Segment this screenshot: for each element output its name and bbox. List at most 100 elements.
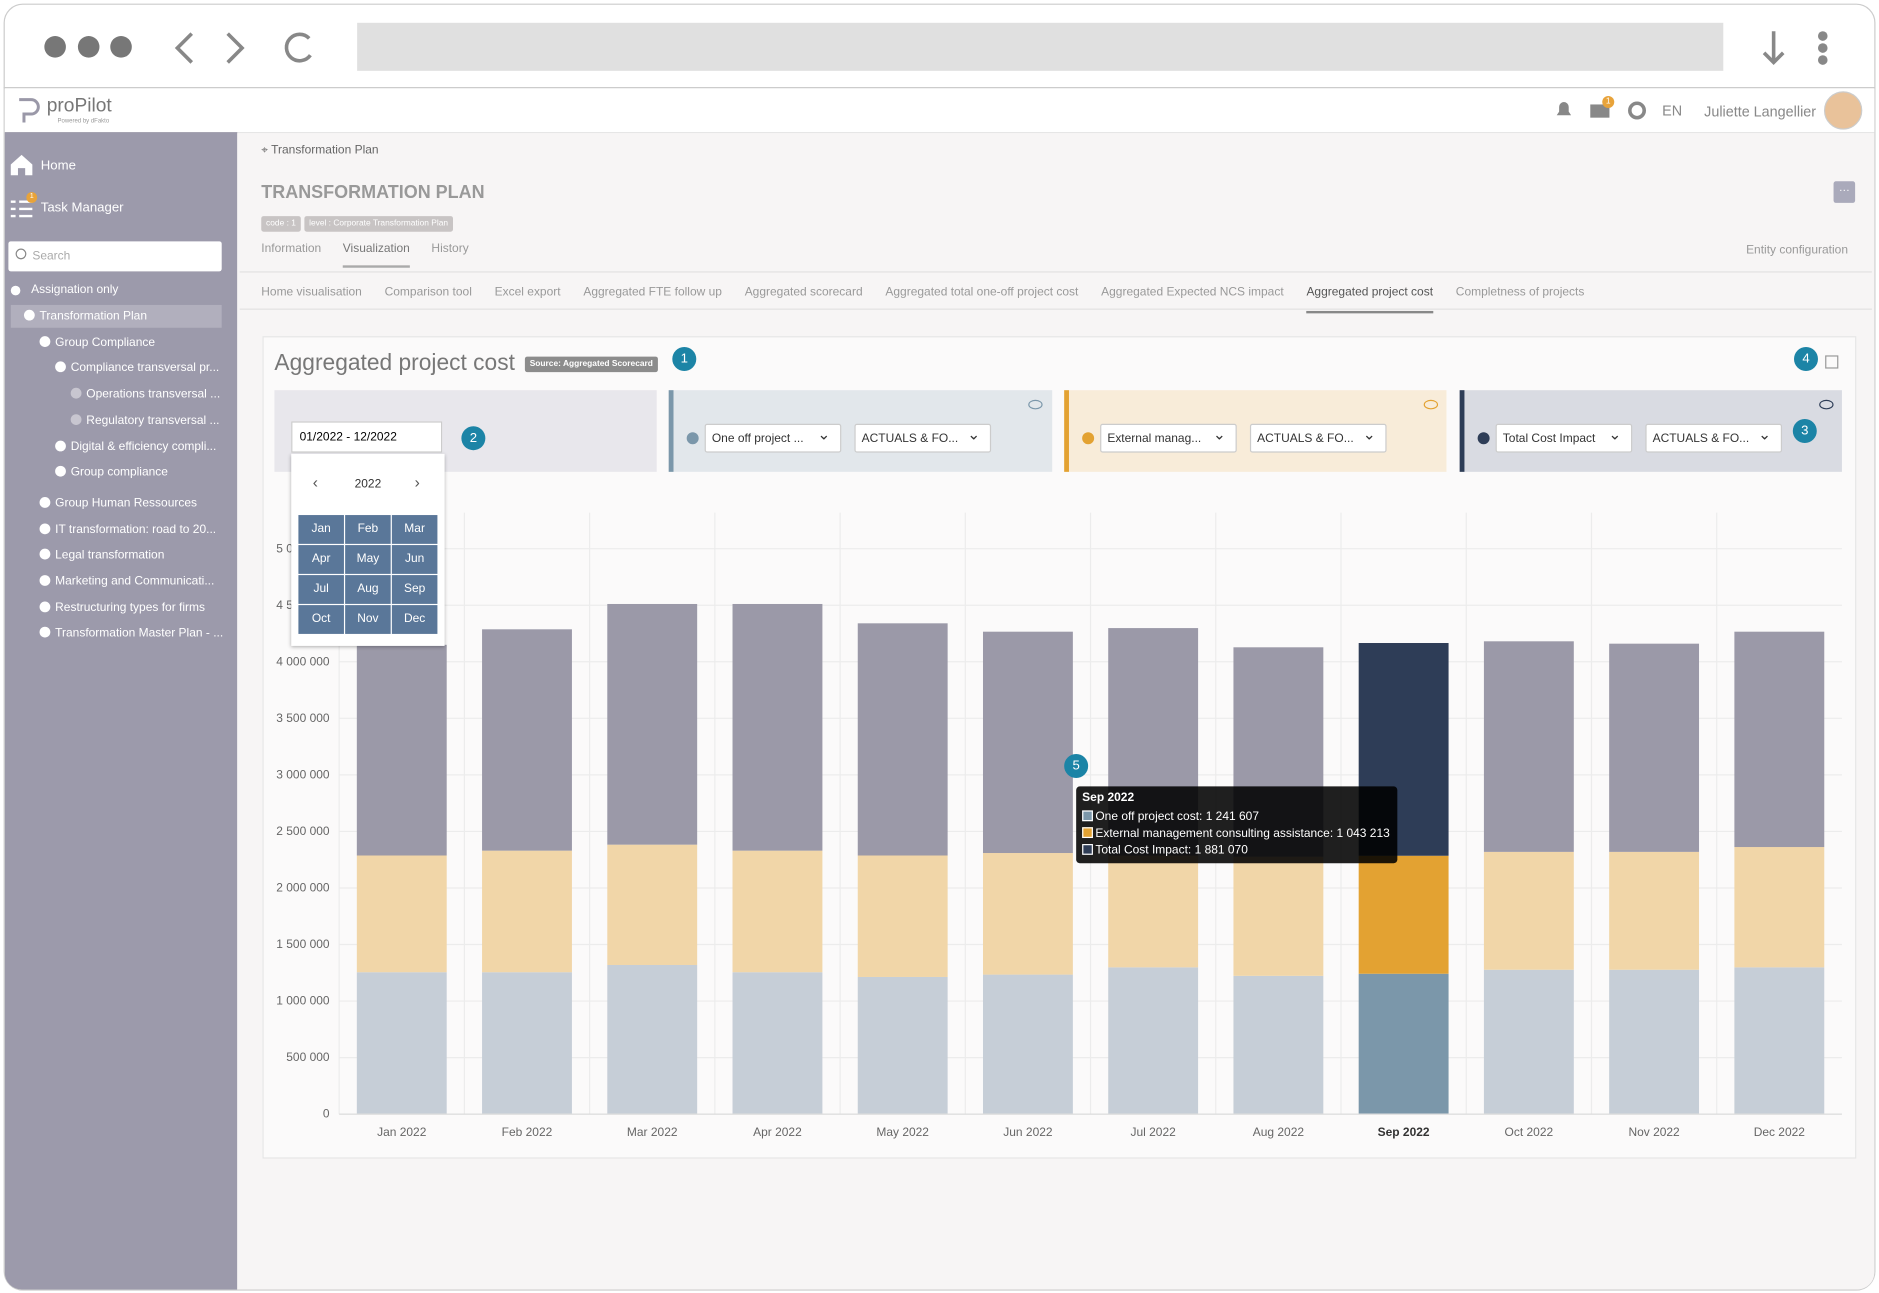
toggle[interactable] [10, 285, 21, 296]
expand-button[interactable] [1825, 355, 1839, 369]
tree-item[interactable]: Group compliance [55, 466, 168, 479]
tree-item[interactable]: Group Compliance [39, 335, 156, 349]
calendar-month[interactable]: Apr [298, 545, 344, 574]
tree-toggle[interactable] [39, 575, 51, 586]
breadcrumb-text[interactable]: Transformation Plan [271, 144, 379, 158]
visibility-toggle[interactable] [1423, 399, 1439, 410]
window-dot[interactable] [77, 36, 100, 58]
tree-toggle[interactable] [39, 496, 51, 508]
tab[interactable]: Information [261, 242, 322, 256]
tree-toggle[interactable] [39, 601, 51, 612]
calendar-month[interactable]: Nov [345, 605, 391, 634]
subtab[interactable]: Aggregated Expected NCS impact [1101, 285, 1284, 299]
visibility-toggle[interactable] [1819, 399, 1834, 410]
tree-label[interactable]: Restructuring types for firms [55, 601, 205, 615]
subtab[interactable]: Aggregated project cost [1306, 286, 1434, 314]
user-name[interactable]: Juliette Langellier [1704, 103, 1817, 121]
subtab[interactable]: Home visualisation [261, 285, 362, 299]
tree-label[interactable]: IT transformation: road to 20... [55, 522, 217, 537]
menu-item[interactable]: Task Manager [40, 200, 124, 215]
reload-button[interactable] [284, 32, 312, 63]
logo[interactable]: proPilot [46, 96, 112, 117]
calendar-month[interactable]: Dec [391, 605, 438, 634]
download-button[interactable] [1762, 31, 1785, 65]
tree-label[interactable]: Group compliance [70, 466, 168, 480]
calendar-month[interactable]: Aug [345, 575, 391, 604]
subtab[interactable]: Completness of projects [1455, 285, 1585, 299]
entity-config[interactable]: Entity configuration [1746, 243, 1849, 257]
calendar-month[interactable]: Oct [298, 605, 344, 634]
tree-item[interactable]: Compliance transversal pr... [55, 361, 220, 376]
tree-label[interactable]: Compliance transversal pr... [70, 361, 220, 376]
tree-label[interactable]: Transformation Plan [39, 309, 148, 323]
more-button[interactable]: ··· [1833, 181, 1856, 203]
subtab[interactable]: Excel export [494, 285, 561, 299]
tree-item[interactable]: Marketing and Communicati... [39, 575, 215, 589]
menu-button[interactable] [1817, 31, 1828, 65]
subtab[interactable]: Comparison tool [384, 285, 472, 299]
settings-icon[interactable] [1628, 101, 1647, 120]
tree-toggle[interactable] [39, 627, 51, 638]
tree-label[interactable]: Transformation Master Plan - ... [55, 627, 224, 641]
series-select[interactable]: Total Cost Impact [1495, 420, 1633, 453]
tree-toggle[interactable] [55, 361, 66, 373]
tree-item[interactable]: Restructuring types for firms [39, 601, 205, 615]
breadcrumb[interactable]: ⌖ Transformation Plan [261, 144, 379, 158]
date-input[interactable]: 01/2022 - 12/2022 [291, 421, 443, 453]
series-select[interactable]: One off project ... [704, 420, 842, 453]
tree-label[interactable]: Group Compliance [55, 335, 156, 349]
calendar-month[interactable]: Jan [298, 515, 344, 544]
tree-toggle[interactable] [55, 440, 66, 451]
tree-toggle[interactable] [70, 413, 82, 425]
series-select[interactable]: External manag... [1100, 420, 1237, 453]
calendar-month[interactable]: Jul [298, 575, 344, 604]
tree-label[interactable]: Group Human Ressources [55, 496, 198, 511]
calendar-month[interactable]: Jun [391, 545, 438, 574]
window-dot[interactable] [110, 36, 132, 58]
scenario-select[interactable]: ACTUALS & FO... [1249, 420, 1387, 453]
mail-icon[interactable] [1590, 104, 1610, 118]
search-box[interactable] [8, 241, 222, 272]
calendar-month[interactable]: Sep [391, 575, 438, 604]
subtab[interactable]: Aggregated FTE follow up [583, 285, 722, 299]
tree-item[interactable]: Digital & efficiency compli... [55, 440, 216, 453]
tree-toggle[interactable] [39, 549, 51, 560]
prev-year[interactable]: ‹ [312, 473, 318, 492]
tree-label[interactable]: Regulatory transversal ... [86, 413, 220, 428]
tree-item[interactable]: Regulatory transversal ... [70, 413, 220, 428]
tree-item[interactable]: Operations transversal ... [70, 387, 220, 401]
tree-item[interactable]: IT transformation: road to 20... [39, 522, 217, 537]
assignation-toggle[interactable]: Assignation only [31, 283, 119, 297]
tree-toggle[interactable] [70, 387, 82, 399]
tab[interactable]: Visualization [342, 243, 410, 268]
language[interactable]: EN [1662, 102, 1683, 119]
calendar-month[interactable]: Mar [391, 515, 438, 544]
window-dot[interactable] [44, 36, 66, 58]
url-bar[interactable] [357, 22, 1724, 71]
subtab[interactable]: Aggregated scorecard [744, 285, 863, 299]
forward-button[interactable] [226, 32, 245, 64]
avatar[interactable] [1823, 91, 1863, 130]
bell-icon[interactable] [1556, 102, 1572, 117]
visibility-toggle[interactable] [1028, 399, 1043, 410]
calendar-month[interactable]: Feb [345, 515, 391, 544]
back-button[interactable] [174, 32, 194, 64]
tab[interactable]: History [431, 242, 469, 256]
tree-item[interactable]: Transformation Plan [23, 309, 148, 323]
tree-toggle[interactable] [39, 335, 51, 347]
next-year[interactable]: › [414, 473, 420, 492]
scenario-select[interactable]: ACTUALS & FO... [854, 420, 992, 453]
tree-label[interactable]: Digital & efficiency compli... [70, 440, 217, 454]
tree-toggle[interactable] [23, 309, 35, 321]
tree-item[interactable]: Legal transformation [39, 549, 165, 563]
subtab[interactable]: Aggregated total one-off project cost [885, 285, 1079, 299]
tree-label[interactable]: Marketing and Communicati... [55, 575, 215, 589]
tree-item[interactable]: Group Human Ressources [39, 496, 198, 511]
tree-item[interactable]: Transformation Master Plan - ... [39, 627, 224, 641]
menu-item[interactable]: Home [40, 158, 76, 173]
scenario-select[interactable]: ACTUALS & FO... [1645, 420, 1783, 453]
tree-toggle[interactable] [55, 466, 66, 477]
tree-label[interactable]: Legal transformation [55, 549, 165, 563]
calendar-month[interactable]: May [345, 545, 391, 574]
tree-toggle[interactable] [39, 522, 51, 534]
